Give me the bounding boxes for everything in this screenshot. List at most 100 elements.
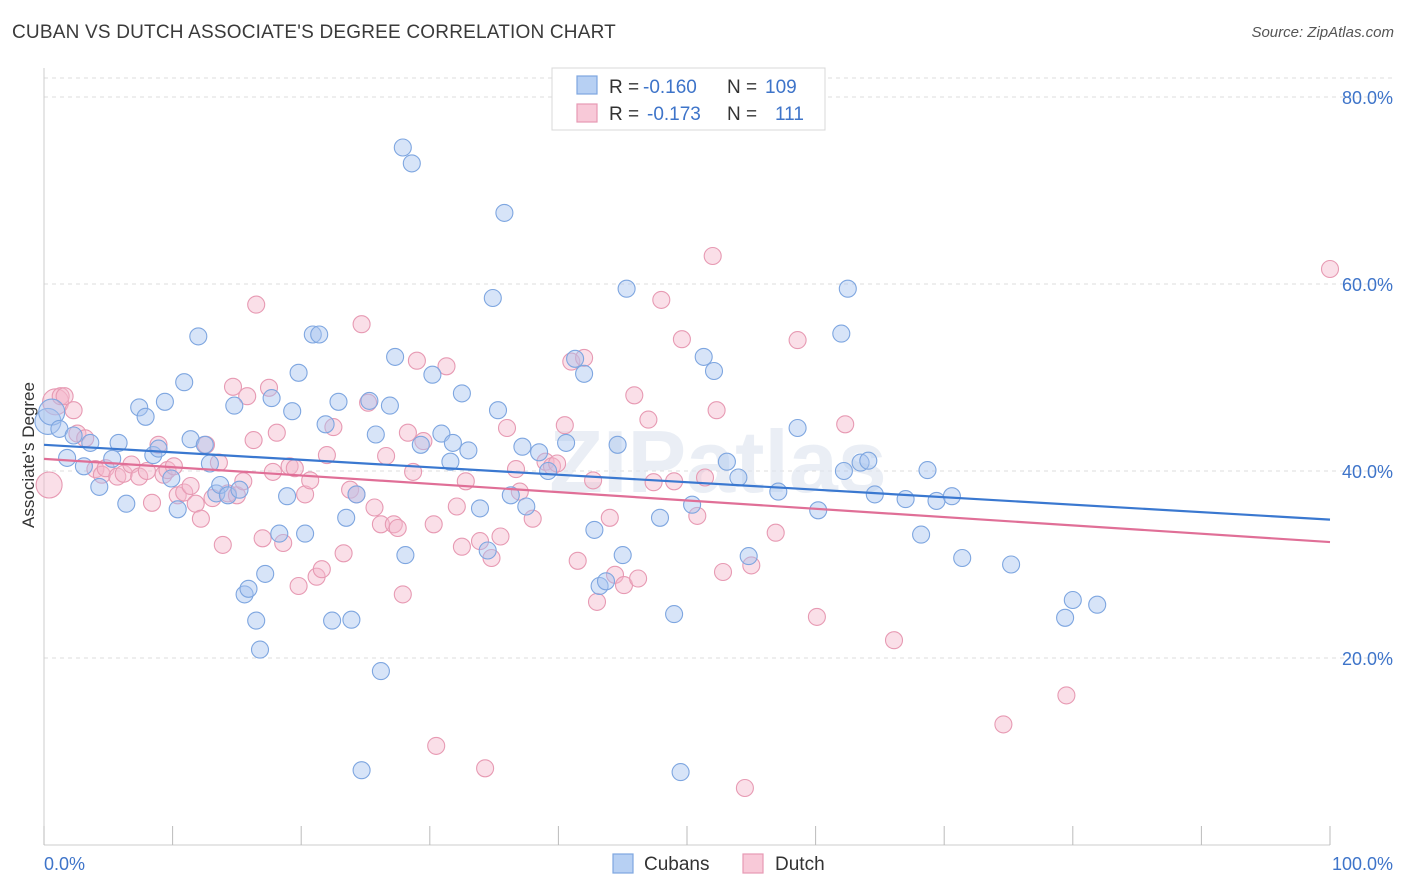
cubans-point <box>608 435 627 454</box>
cubans-point <box>366 425 385 444</box>
cubans-point <box>371 662 390 681</box>
dutch-point <box>506 460 526 479</box>
dutch-point <box>452 537 471 556</box>
cubans-point <box>347 485 366 504</box>
cubans-point <box>130 398 149 417</box>
dutch-point <box>735 778 754 798</box>
cubans-point <box>441 452 460 471</box>
cubans-point <box>717 452 736 471</box>
cubans-point <box>832 324 851 343</box>
cubans-point <box>859 451 878 470</box>
source-label: Source: ZipAtlas.com <box>1251 24 1394 41</box>
cubans-point <box>289 363 308 382</box>
dutch-point <box>365 498 384 517</box>
cubans-point <box>613 546 632 565</box>
dutch-point <box>393 585 412 604</box>
dutch-point <box>388 518 407 538</box>
dutch-point <box>584 471 603 490</box>
dutch-point <box>629 569 648 588</box>
cubans-point <box>393 138 412 157</box>
legend-r-label-dutch: R = <box>609 104 644 125</box>
cubans-point <box>650 508 670 527</box>
cubans-point <box>329 392 348 411</box>
dutch-point <box>437 357 456 376</box>
bottom-legend-swatch-dutch <box>742 853 764 874</box>
dutch-point <box>35 471 63 499</box>
dutch-point <box>191 509 210 528</box>
cubans-point <box>834 461 853 481</box>
cubans-point <box>912 525 931 544</box>
dutch-point <box>703 246 722 266</box>
dutch-point <box>352 315 371 334</box>
dutch-point <box>64 401 83 420</box>
cubans-point <box>694 347 713 366</box>
legend-r-label-cubans: R = <box>609 77 644 98</box>
dutch-point <box>244 431 263 450</box>
cubans-point <box>218 486 237 505</box>
cubans-points <box>34 138 1107 782</box>
y-tick-label-20: 20.0% <box>1342 649 1393 669</box>
cubans-point <box>189 327 208 346</box>
dutch-point <box>688 506 707 525</box>
legend-n-value-dutch: 111 <box>775 104 804 125</box>
cubans-point <box>262 389 281 408</box>
cubans-point <box>162 469 181 488</box>
cubans-point <box>838 279 857 298</box>
cubans-point <box>117 494 136 513</box>
cubans-point <box>207 484 226 503</box>
dutch-point <box>253 529 272 548</box>
dutch-point <box>491 527 510 546</box>
dutch-point <box>142 493 162 512</box>
cubans-point <box>788 418 807 438</box>
trend-lines <box>43 443 1331 544</box>
dutch-point <box>334 544 353 563</box>
cubans-point <box>1056 608 1075 627</box>
dutch-point <box>605 565 625 584</box>
cubans-point <box>337 508 356 527</box>
dutch-point <box>707 401 726 420</box>
cubans-point <box>380 396 399 415</box>
cubans-point <box>64 426 83 445</box>
bottom-legend-label-dutch: Dutch <box>775 854 825 875</box>
dutch-point <box>186 494 205 513</box>
dutch-point <box>407 351 426 370</box>
dutch-point <box>713 562 733 582</box>
dutch-point <box>267 423 286 442</box>
cubans-point <box>316 415 335 434</box>
cubans-point <box>918 461 937 480</box>
cubans-point <box>539 461 558 481</box>
axes <box>43 68 1331 846</box>
cubans-point <box>250 640 270 659</box>
dutch-trend-line <box>43 457 1331 544</box>
dutch-point <box>555 416 574 435</box>
cubans-point <box>566 349 585 368</box>
dutch-points <box>35 246 1340 798</box>
dutch-point <box>470 532 490 551</box>
cubans-point <box>953 548 972 568</box>
dutch-point <box>263 462 282 481</box>
cubans-point <box>1063 590 1082 610</box>
cubans-point <box>557 433 576 452</box>
dutch-point <box>274 533 293 553</box>
dutch-point <box>289 576 308 596</box>
dutch-point <box>317 446 336 465</box>
dutch-point <box>377 446 396 466</box>
cubans-point <box>483 288 502 308</box>
cubans-point <box>488 401 508 420</box>
dutch-point <box>149 435 168 454</box>
dutch-point <box>884 631 904 650</box>
dutch-point <box>312 560 331 579</box>
dutch-point <box>223 377 243 396</box>
dutch-point <box>476 759 495 778</box>
dutch-point <box>424 515 443 534</box>
dutch-point <box>788 331 807 350</box>
cubans-point <box>452 384 471 403</box>
cubans-point <box>501 486 520 505</box>
cubans-trend-line <box>43 443 1331 521</box>
cubans-point <box>386 347 405 366</box>
cubans-point <box>617 279 636 298</box>
cubans-point <box>323 611 342 630</box>
dutch-point <box>652 290 671 309</box>
cubans-point <box>704 361 724 381</box>
cubans-point <box>283 402 302 421</box>
